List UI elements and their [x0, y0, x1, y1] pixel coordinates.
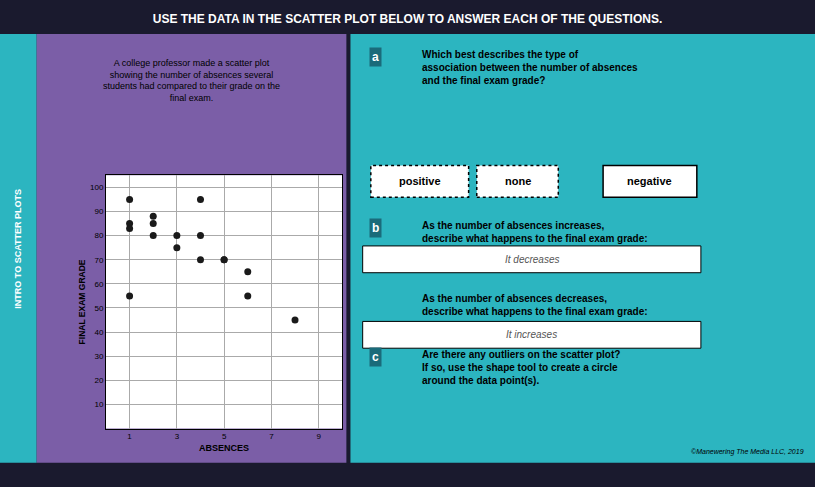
- svg-text:30: 30: [94, 352, 103, 361]
- svg-text:10: 10: [94, 400, 103, 409]
- svg-text:1: 1: [127, 432, 132, 441]
- svg-text:negative: negative: [627, 175, 672, 187]
- svg-text:c: c: [372, 350, 379, 364]
- svg-text:80: 80: [94, 231, 103, 240]
- svg-text:It decreases: It decreases: [505, 254, 559, 265]
- svg-text:none: none: [505, 175, 531, 187]
- svg-text:3: 3: [175, 432, 180, 441]
- svg-text:A college professor made a sca: A college professor made a scatter plots…: [103, 58, 280, 103]
- svg-text:Are there any outliers on the: Are there any outliers on the scatter pl…: [422, 349, 620, 386]
- svg-text:It increases: It increases: [506, 329, 557, 340]
- svg-text:20: 20: [94, 376, 103, 385]
- svg-text:ABSENCES: ABSENCES: [199, 443, 249, 453]
- svg-text:b: b: [372, 221, 379, 235]
- svg-text:FINAL EXAM GRADE: FINAL EXAM GRADE: [77, 259, 87, 344]
- svg-text:50: 50: [94, 304, 103, 313]
- svg-text:Which best describes the type: Which best describes the type ofassociat…: [422, 49, 638, 86]
- svg-text:5: 5: [222, 432, 227, 441]
- svg-text:INTRO TO SCATTER PLOTS: INTRO TO SCATTER PLOTS: [13, 189, 23, 309]
- svg-text:USE THE DATA IN THE SCATTER PL: USE THE DATA IN THE SCATTER PLOT BELOW T…: [153, 12, 663, 26]
- svg-text:a: a: [372, 50, 379, 64]
- svg-text:7: 7: [269, 432, 274, 441]
- svg-text:As the number of absences incr: As the number of absences increases,desc…: [422, 220, 648, 244]
- svg-text:9: 9: [316, 432, 321, 441]
- svg-text:100: 100: [90, 183, 104, 192]
- svg-text:positive: positive: [399, 175, 441, 187]
- svg-text:70: 70: [94, 256, 103, 265]
- svg-text:As the number of absences decr: As the number of absences decreases,desc…: [422, 293, 648, 317]
- svg-text:60: 60: [94, 280, 103, 289]
- svg-text:©Manewering The Media LLC, 201: ©Manewering The Media LLC, 2019: [691, 448, 804, 456]
- svg-text:90: 90: [94, 207, 103, 216]
- svg-text:40: 40: [94, 328, 103, 337]
